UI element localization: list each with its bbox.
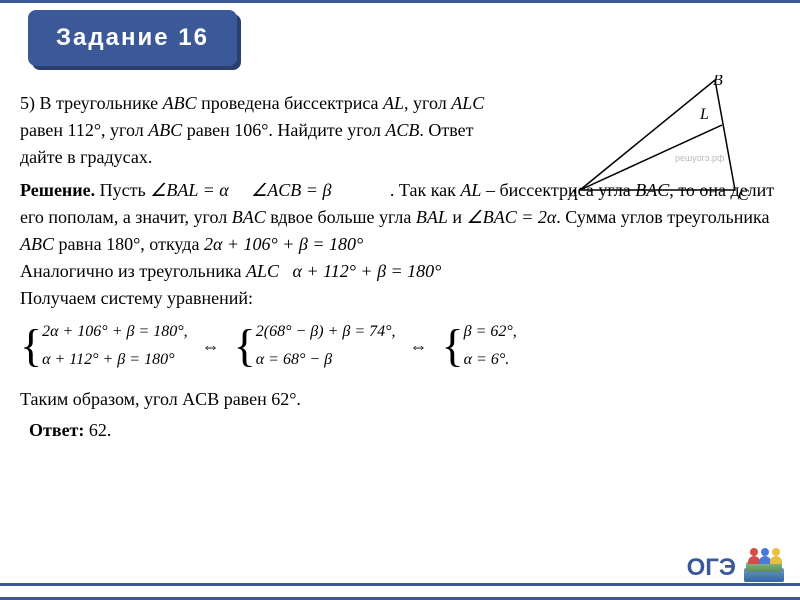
task-header-badge: Задание 16 [28, 10, 237, 66]
content-area: 5) В тре­уголь­ни­ке ABC про­ве­де­на би… [20, 90, 780, 444]
footer-logo: ОГЭ [687, 552, 784, 582]
answer-label: Ответ: [29, 420, 84, 440]
border-bottom-inner [0, 583, 800, 586]
eq-acb: ∠ACB = β [251, 180, 331, 200]
system-intro: Получаем систему уравнений: [20, 288, 253, 308]
system-1: { 2α + 106° + β = 180°, α + 112° + β = 1… [20, 320, 188, 372]
eq-sum-alc: α + 112° + β = 180° [292, 261, 441, 281]
solution-label: Решение. [20, 180, 95, 200]
logo-text: ОГЭ [687, 554, 736, 582]
vertex-b-label: B [713, 75, 723, 89]
problem-statement: 5) В тре­уголь­ни­ке ABC про­ве­де­на би… [20, 90, 520, 171]
system-2: { 2(68° − β) + β = 74°, α = 68° − β [234, 320, 396, 372]
iff-arrow-1: ⇔ [202, 333, 220, 360]
answer-value: 62. [84, 420, 111, 440]
iff-arrow-2: ⇔ [410, 333, 428, 360]
border-top [0, 0, 800, 3]
brace-icon: { [442, 323, 464, 369]
problem-number: 5) [20, 93, 35, 113]
answer-line: Ответ: 62. [20, 417, 780, 444]
equation-systems: { 2α + 106° + β = 180°, α + 112° + β = 1… [20, 320, 780, 372]
task-title: Задание 16 [56, 24, 209, 51]
brace-icon: { [20, 323, 42, 369]
eq-bal: ∠BAL = α [150, 180, 228, 200]
system-3: { β = 62°, α = 6°. [442, 320, 517, 372]
conclusion-text: Таким образом, угол ACB равен 62°. [20, 386, 780, 413]
solution-body: Решение. Пусть ∠BAL = α ∠ACB = β . Так к… [20, 177, 780, 312]
books-people-icon [744, 552, 784, 582]
eq-sum-abc: 2α + 106° + β = 180° [204, 234, 363, 254]
eq-bac2a: ∠BAC = 2α [467, 207, 557, 227]
brace-icon: { [234, 323, 256, 369]
